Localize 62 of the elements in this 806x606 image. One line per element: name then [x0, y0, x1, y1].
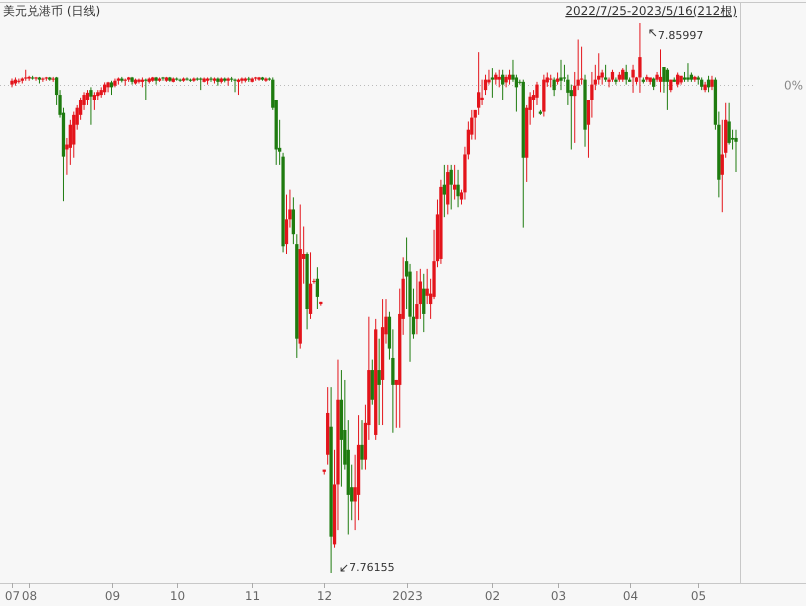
candlestick — [415, 270, 419, 335]
candlestick — [100, 86, 103, 98]
candlestick — [638, 22, 642, 94]
candlestick — [618, 71, 621, 82]
x-tick-label: 09 — [104, 589, 120, 603]
candlestick — [652, 76, 656, 91]
candlestick — [666, 68, 670, 110]
candlestick — [552, 76, 556, 97]
candlestick — [199, 76, 202, 91]
candlestick — [727, 102, 731, 146]
x-tick-label: 05 — [690, 589, 706, 603]
candlestick — [703, 81, 707, 93]
x-tick-label: 2023 — [392, 589, 423, 603]
candlestick — [233, 78, 237, 93]
chart-title: 美元兑港币 (日线) — [3, 4, 100, 18]
candlestick — [710, 75, 714, 91]
x-tick-label: 08 — [22, 589, 38, 603]
candlestick — [24, 69, 28, 82]
candlestick — [92, 92, 96, 110]
candlestick — [144, 78, 148, 100]
candlestick — [549, 74, 552, 88]
candlestick — [676, 72, 680, 88]
x-tick-label: 02 — [484, 589, 500, 603]
candlestick — [658, 48, 662, 93]
x-tick-label: 04 — [622, 589, 638, 603]
x-tick-label: 03 — [550, 589, 566, 603]
candlestick — [377, 338, 381, 426]
candlestick — [604, 64, 608, 82]
candlestick — [110, 80, 114, 96]
candlestick — [89, 86, 93, 126]
annotation: 7.85997 — [658, 29, 704, 42]
annotation: 7.76155 — [349, 561, 395, 574]
candlestick — [490, 68, 494, 98]
candlestick — [504, 74, 508, 88]
candlestick — [706, 75, 710, 93]
x-tick-label: 12 — [316, 589, 332, 603]
candlestick — [452, 164, 456, 200]
candlestick — [501, 69, 504, 100]
candlestick — [508, 69, 512, 86]
candlestick — [106, 81, 110, 93]
candlestick — [442, 164, 446, 218]
candlestick — [316, 266, 320, 310]
candlestick — [624, 64, 628, 86]
candlestick — [102, 82, 106, 96]
candlestick — [498, 69, 501, 88]
x-tick-label: 10 — [170, 589, 186, 603]
x-tick-label: 07 — [4, 589, 20, 603]
candlestick — [236, 78, 240, 96]
candlestick — [700, 76, 704, 91]
candlestick — [734, 129, 738, 173]
candlestick — [556, 72, 560, 86]
text: 0% — [784, 78, 803, 92]
candlestick — [621, 68, 624, 82]
candlestick — [494, 72, 498, 86]
candlestick — [456, 169, 460, 208]
x-tick-label: 11 — [244, 589, 260, 603]
chart-subtitle: 2022/7/25-2023/5/16(212根) — [565, 4, 737, 18]
candlestick — [559, 59, 563, 91]
candlestick — [140, 76, 144, 88]
candlestick — [669, 79, 672, 93]
candlestick — [450, 164, 453, 210]
candlestick — [477, 52, 480, 116]
